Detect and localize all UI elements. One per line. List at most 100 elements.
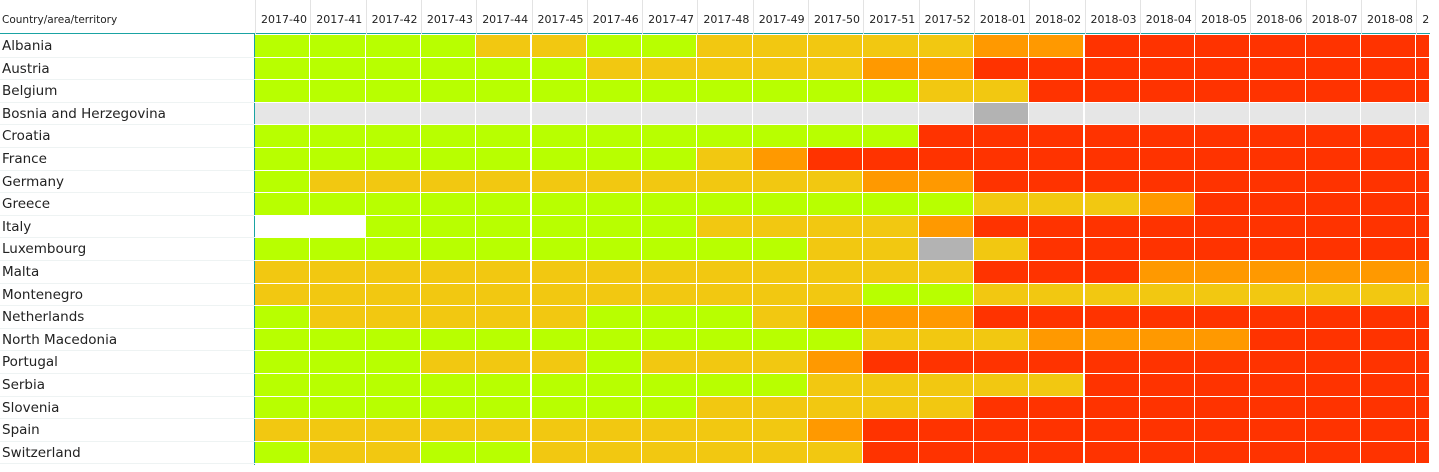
heat-cell xyxy=(1029,238,1085,261)
heat-cell xyxy=(752,102,808,126)
column-header: 2017-45 xyxy=(531,0,587,34)
heat-cell xyxy=(642,441,698,465)
heat-cell xyxy=(1361,328,1417,352)
heat-cell xyxy=(365,261,421,284)
heat-cell xyxy=(697,441,753,465)
heat-cell xyxy=(1195,35,1251,58)
heat-cell xyxy=(365,396,421,420)
column-header: 2018-02 xyxy=(1029,0,1084,34)
heat-cell xyxy=(1250,148,1306,171)
heat-cell xyxy=(1029,57,1085,81)
heat-cell xyxy=(476,261,532,284)
heat-cell xyxy=(808,283,864,307)
heat-cell xyxy=(1305,238,1361,261)
heat-cell xyxy=(1361,80,1417,103)
heat-cell xyxy=(863,261,919,284)
heat-cell xyxy=(1029,125,1085,148)
heat-cell xyxy=(863,57,919,81)
heat-cell xyxy=(863,396,919,420)
heat-cell xyxy=(697,215,753,239)
row-label: Netherlands xyxy=(0,306,255,329)
heat-cell xyxy=(310,80,366,103)
heat-cell xyxy=(973,35,1030,58)
heat-cell xyxy=(586,328,643,352)
heat-cell xyxy=(973,419,1030,442)
heat-cell xyxy=(863,148,919,171)
heat-cell xyxy=(1195,283,1251,307)
heat-cell xyxy=(863,215,919,239)
heat-cell xyxy=(1084,102,1140,126)
heat-cell xyxy=(1195,328,1251,352)
heat-cell xyxy=(1416,283,1430,307)
heat-cell xyxy=(808,441,864,465)
heat-cell xyxy=(973,351,1030,374)
heat-cell xyxy=(365,374,421,397)
heat-cell xyxy=(697,306,753,329)
heat-cell xyxy=(476,102,532,126)
heat-cell xyxy=(973,441,1030,465)
heat-cell xyxy=(1029,261,1085,284)
heat-cell xyxy=(918,148,974,171)
heat-cell xyxy=(310,441,366,465)
heat-cell xyxy=(310,238,366,261)
heat-cell xyxy=(1416,374,1430,397)
heat-cell xyxy=(752,441,808,465)
heat-cell xyxy=(365,215,421,239)
heat-cell xyxy=(420,170,477,194)
heat-cell xyxy=(365,283,421,307)
heat-cell xyxy=(1305,374,1361,397)
heat-cell xyxy=(1084,193,1140,216)
column-header: 2017-40 xyxy=(255,0,310,34)
heat-cell xyxy=(752,215,808,239)
heat-cell xyxy=(808,396,864,420)
heat-cell xyxy=(1139,102,1196,126)
heat-cell xyxy=(420,374,477,397)
heat-cell xyxy=(1250,125,1306,148)
column-header: 2018-04 xyxy=(1139,0,1195,34)
heat-cell xyxy=(1361,261,1417,284)
heat-cell xyxy=(1084,328,1140,352)
heat-cell xyxy=(697,102,753,126)
heat-cell xyxy=(1361,283,1417,307)
heat-cell xyxy=(1139,80,1196,103)
heat-cell xyxy=(863,351,919,374)
heat-cell xyxy=(918,441,974,465)
heat-cell xyxy=(531,35,587,58)
heat-cell xyxy=(752,125,808,148)
heat-cell xyxy=(531,193,587,216)
heat-cell xyxy=(255,238,311,261)
heat-cell xyxy=(863,238,919,261)
heat-cell xyxy=(1139,283,1196,307)
heat-cell xyxy=(697,35,753,58)
heat-cell xyxy=(642,396,698,420)
heat-cell xyxy=(973,57,1030,81)
heat-cell xyxy=(1084,396,1140,420)
heat-cell xyxy=(420,35,477,58)
heat-cell xyxy=(476,193,532,216)
heat-cell xyxy=(1139,215,1196,239)
heat-cell xyxy=(918,261,974,284)
heat-cell xyxy=(1305,148,1361,171)
heat-cell xyxy=(255,170,311,194)
heat-cell xyxy=(863,283,919,307)
heat-cell xyxy=(1139,351,1196,374)
heat-cell xyxy=(1195,374,1251,397)
row-label: Portugal xyxy=(0,351,255,374)
heat-cell xyxy=(1139,396,1196,420)
heat-cell xyxy=(1195,419,1251,442)
heat-cell xyxy=(1139,306,1196,329)
row-label: Switzerland xyxy=(0,442,255,465)
heat-cell xyxy=(586,125,643,148)
heat-cell xyxy=(1416,35,1430,58)
column-header: 2018-08 xyxy=(1361,0,1416,34)
heat-cell xyxy=(1416,238,1430,261)
heat-cell xyxy=(1029,351,1085,374)
heat-cell xyxy=(863,374,919,397)
heat-cell xyxy=(808,261,864,284)
heat-cell xyxy=(1416,261,1430,284)
heat-cell xyxy=(365,148,421,171)
heat-cell xyxy=(1195,306,1251,329)
heat-cell xyxy=(918,351,974,374)
heat-cell xyxy=(1084,170,1140,194)
heat-cell xyxy=(1139,441,1196,465)
